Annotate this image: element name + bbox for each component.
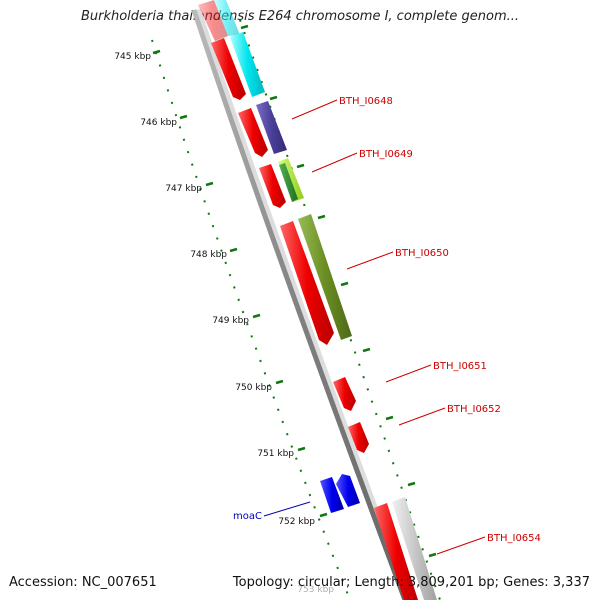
kbp-label: 751 kbp [257, 449, 294, 459]
backbone-shadow [193, 8, 412, 600]
gene-features [198, 0, 437, 600]
gene-feature-red [259, 164, 286, 208]
gene-label: BTH_I0649 [359, 149, 413, 160]
gene-feature-red [211, 38, 246, 100]
gene-label: BTH_I0654 [487, 533, 541, 544]
gene-feature-red [333, 377, 356, 411]
kbp-label: 749 kbp [212, 316, 249, 326]
gene-feature-purple [256, 101, 287, 154]
gene-feature-red [280, 221, 334, 345]
kbp-label: 745 kbp [114, 52, 151, 62]
gene-feature-blue [336, 474, 360, 507]
map-title: Burkholderia thailandensis E264 chromoso… [80, 9, 520, 24]
callout-lines [263, 99, 486, 555]
gene-feature-cyan [230, 32, 265, 97]
kbp-label: 748 kbp [190, 250, 227, 260]
backbone [191, 9, 408, 600]
kbp-label: 746 kbp [140, 118, 177, 128]
gene-label: BTH_I0651 [433, 361, 487, 372]
gene-labels: BTH_I0648 BTH_I0649 BTH_I0650 BTH_I0651 … [233, 96, 541, 544]
gene-feature-darkgreen [279, 163, 298, 202]
gene-feature-red [198, 0, 228, 41]
gene-label: moaC [233, 511, 262, 522]
gene-label: BTH_I0652 [447, 404, 501, 415]
gene-feature-blue [320, 477, 344, 513]
gene-label: BTH_I0648 [339, 96, 393, 107]
topology-text: Topology: circular; Length: 3,809,201 bp… [232, 575, 590, 590]
kbp-labels: 745 kbp 746 kbp 747 kbp 748 kbp 749 kbp … [114, 52, 334, 595]
gene-feature-red [348, 422, 369, 453]
kbp-label: 747 kbp [165, 184, 202, 194]
gene-feature-olive [298, 214, 352, 340]
gene-label: BTH_I0650 [395, 248, 449, 259]
kbp-label: 753 kbp [297, 585, 334, 595]
accession-text: Accession: NC_007651 [9, 575, 157, 590]
gene-feature-red [374, 503, 418, 600]
inner-major-ticks [152, 49, 328, 518]
gene-feature-gray [392, 497, 437, 600]
gene-feature-red [238, 108, 268, 157]
kbp-label: 750 kbp [235, 383, 272, 393]
kbp-label: 752 kbp [278, 517, 315, 527]
gene-feature-cyan [214, 0, 240, 36]
outer-major-ticks [240, 24, 437, 558]
